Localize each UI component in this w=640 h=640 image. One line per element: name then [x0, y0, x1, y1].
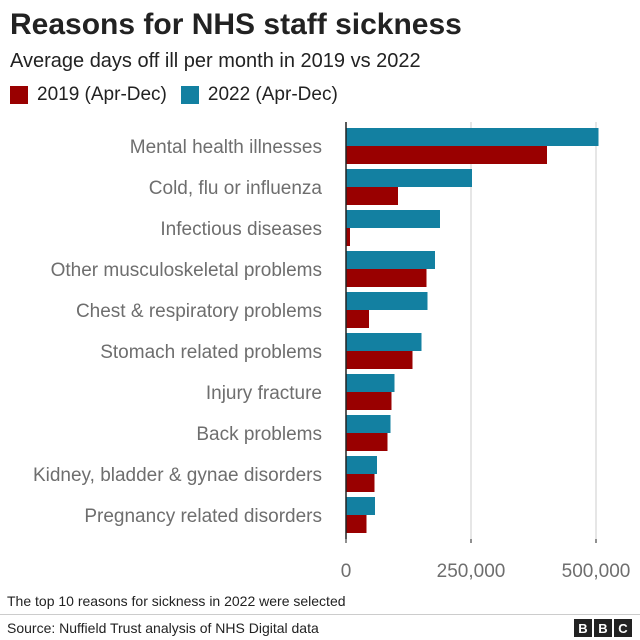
- category-label-2: Infectious diseases: [160, 219, 322, 240]
- bar-2022-2: [346, 210, 440, 228]
- bar-2019-8: [346, 474, 375, 492]
- category-label-8: Kidney, bladder & gynae disorders: [33, 465, 322, 486]
- category-label-1: Cold, flu or influenza: [149, 178, 323, 199]
- legend-swatch-2019: [10, 86, 28, 104]
- category-label-7: Back problems: [196, 424, 322, 445]
- bar-2022-8: [346, 456, 377, 474]
- footer-divider: [0, 614, 640, 615]
- bar-2022-0: [346, 128, 599, 146]
- bar-2022-1: [346, 169, 472, 187]
- bar-2022-6: [346, 374, 395, 392]
- source-note: Source: Nuffield Trust analysis of NHS D…: [7, 620, 319, 636]
- bar-2019-5: [346, 351, 413, 369]
- x-tick-label-1: 250,000: [437, 561, 506, 582]
- bar-2019-3: [346, 269, 427, 287]
- x-tick-label-0: 0: [341, 561, 352, 582]
- legend-label-2019: 2019 (Apr-Dec): [37, 84, 167, 105]
- bar-2022-5: [346, 333, 422, 351]
- bar-2022-7: [346, 415, 391, 433]
- x-tick-label-2: 500,000: [562, 561, 631, 582]
- bar-2019-4: [346, 310, 369, 328]
- logo-letter-b2: B: [594, 619, 612, 637]
- category-label-3: Other musculoskeletal problems: [51, 260, 322, 281]
- bar-2019-2: [346, 228, 350, 246]
- legend-item-2022: 2022 (Apr-Dec): [180, 84, 338, 106]
- legend-swatch-2022: [180, 86, 199, 104]
- bar-2022-4: [346, 292, 428, 310]
- bar-2019-1: [346, 187, 398, 205]
- category-label-9: Pregnancy related disorders: [84, 506, 322, 527]
- category-label-5: Stomach related problems: [100, 342, 322, 363]
- legend-item-2019: 2019 (Apr-Dec): [10, 84, 167, 106]
- bbc-logo: B B C: [572, 619, 632, 637]
- legend: 2019 (Apr-Dec) 2022 (Apr-Dec): [10, 84, 352, 106]
- chart-title: Reasons for NHS staff sickness: [10, 8, 462, 41]
- logo-letter-c: C: [614, 619, 632, 637]
- bar-2019-9: [346, 515, 367, 533]
- category-label-6: Injury fracture: [206, 383, 322, 404]
- bar-2022-9: [346, 497, 375, 515]
- chart-subtitle: Average days off ill per month in 2019 v…: [10, 50, 421, 72]
- bar-2019-6: [346, 392, 392, 410]
- bar-2019-0: [346, 146, 547, 164]
- category-label-0: Mental health illnesses: [130, 137, 322, 158]
- legend-label-2022: 2022 (Apr-Dec): [207, 84, 338, 105]
- bar-2022-3: [346, 251, 435, 269]
- bar-chart: Mental health illnesses Cold, flu or infl…: [33, 122, 631, 582]
- category-label-4: Chest & respiratory problems: [76, 301, 322, 322]
- footnote: The top 10 reasons for sickness in 2022 …: [7, 593, 346, 609]
- logo-letter-b1: B: [574, 619, 592, 637]
- bar-2019-7: [346, 433, 388, 451]
